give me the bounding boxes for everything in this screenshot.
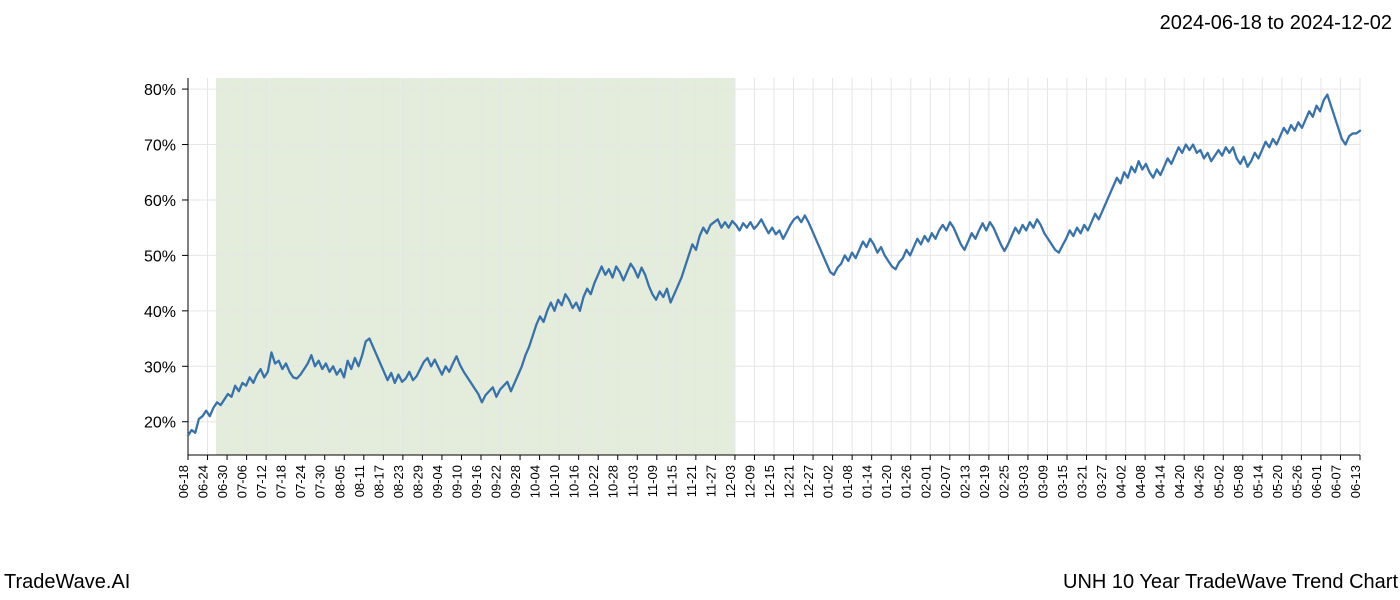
svg-text:07-18: 07-18 xyxy=(274,465,289,498)
svg-text:05-14: 05-14 xyxy=(1250,465,1265,498)
svg-text:02-19: 02-19 xyxy=(977,465,992,498)
svg-text:04-02: 04-02 xyxy=(1114,465,1129,498)
svg-text:08-05: 08-05 xyxy=(332,465,347,498)
svg-text:10-04: 10-04 xyxy=(528,465,543,498)
svg-text:12-15: 12-15 xyxy=(762,465,777,498)
svg-text:03-15: 03-15 xyxy=(1055,465,1070,498)
svg-text:11-21: 11-21 xyxy=(684,465,699,497)
svg-text:12-21: 12-21 xyxy=(782,465,797,498)
svg-text:06-13: 06-13 xyxy=(1348,465,1363,498)
svg-text:11-03: 11-03 xyxy=(625,465,640,497)
svg-text:12-09: 12-09 xyxy=(742,465,757,498)
svg-text:09-10: 09-10 xyxy=(449,465,464,498)
svg-text:40%: 40% xyxy=(144,304,176,321)
svg-text:07-06: 07-06 xyxy=(235,465,250,498)
date-range-label: 2024-06-18 to 2024-12-02 xyxy=(1160,12,1392,35)
svg-text:03-03: 03-03 xyxy=(1016,465,1031,498)
svg-text:10-22: 10-22 xyxy=(586,465,601,498)
svg-text:01-14: 01-14 xyxy=(860,465,875,498)
svg-text:04-14: 04-14 xyxy=(1153,465,1168,498)
svg-text:10-10: 10-10 xyxy=(547,465,562,498)
svg-text:80%: 80% xyxy=(144,82,176,99)
svg-text:04-20: 04-20 xyxy=(1172,465,1187,498)
svg-text:02-13: 02-13 xyxy=(957,465,972,498)
svg-text:02-01: 02-01 xyxy=(918,465,933,498)
svg-text:08-23: 08-23 xyxy=(391,465,406,498)
svg-text:12-27: 12-27 xyxy=(801,465,816,498)
svg-text:11-09: 11-09 xyxy=(645,465,660,497)
svg-text:03-27: 03-27 xyxy=(1094,465,1109,498)
svg-text:01-02: 01-02 xyxy=(821,465,836,498)
svg-text:30%: 30% xyxy=(144,359,176,376)
svg-text:01-26: 01-26 xyxy=(899,465,914,498)
svg-text:01-20: 01-20 xyxy=(879,465,894,498)
chart-title: UNH 10 Year TradeWave Trend Chart xyxy=(1063,571,1398,594)
brand-label: TradeWave.AI xyxy=(4,571,130,594)
svg-text:05-26: 05-26 xyxy=(1289,465,1304,498)
svg-text:01-08: 01-08 xyxy=(840,465,855,498)
svg-text:60%: 60% xyxy=(144,193,176,210)
svg-text:03-09: 03-09 xyxy=(1035,465,1050,498)
svg-text:20%: 20% xyxy=(144,415,176,432)
svg-text:50%: 50% xyxy=(144,248,176,265)
svg-text:07-24: 07-24 xyxy=(293,465,308,498)
svg-text:11-27: 11-27 xyxy=(703,465,718,497)
svg-text:05-08: 05-08 xyxy=(1231,465,1246,498)
svg-text:09-22: 09-22 xyxy=(489,465,504,498)
svg-text:09-04: 09-04 xyxy=(430,465,445,498)
svg-text:06-07: 06-07 xyxy=(1328,465,1343,498)
svg-text:08-17: 08-17 xyxy=(371,465,386,498)
svg-text:11-15: 11-15 xyxy=(664,465,679,497)
svg-text:09-16: 09-16 xyxy=(469,465,484,498)
svg-text:07-30: 07-30 xyxy=(313,465,328,498)
svg-text:12-03: 12-03 xyxy=(723,465,738,498)
trend-chart: 20% 30% 40% 50% 60% 70% 80% 06-18 06-24 06-30 07-0… xyxy=(0,60,1400,530)
svg-text:02-07: 02-07 xyxy=(938,465,953,498)
svg-text:05-02: 05-02 xyxy=(1211,465,1226,498)
svg-text:06-18: 06-18 xyxy=(176,465,191,498)
svg-text:06-01: 06-01 xyxy=(1309,465,1324,498)
svg-text:04-26: 04-26 xyxy=(1192,465,1207,498)
svg-text:02-25: 02-25 xyxy=(996,465,1011,498)
svg-text:08-29: 08-29 xyxy=(410,465,425,498)
svg-text:10-28: 10-28 xyxy=(606,465,621,498)
svg-text:06-24: 06-24 xyxy=(196,465,211,498)
svg-text:70%: 70% xyxy=(144,138,176,155)
svg-text:07-12: 07-12 xyxy=(254,465,269,498)
svg-text:03-21: 03-21 xyxy=(1075,465,1090,498)
svg-text:09-28: 09-28 xyxy=(508,465,523,498)
svg-text:10-16: 10-16 xyxy=(567,465,582,498)
svg-text:04-08: 04-08 xyxy=(1133,465,1148,498)
svg-text:05-20: 05-20 xyxy=(1270,465,1285,498)
svg-text:06-30: 06-30 xyxy=(215,465,230,498)
svg-text:08-11: 08-11 xyxy=(352,465,367,497)
